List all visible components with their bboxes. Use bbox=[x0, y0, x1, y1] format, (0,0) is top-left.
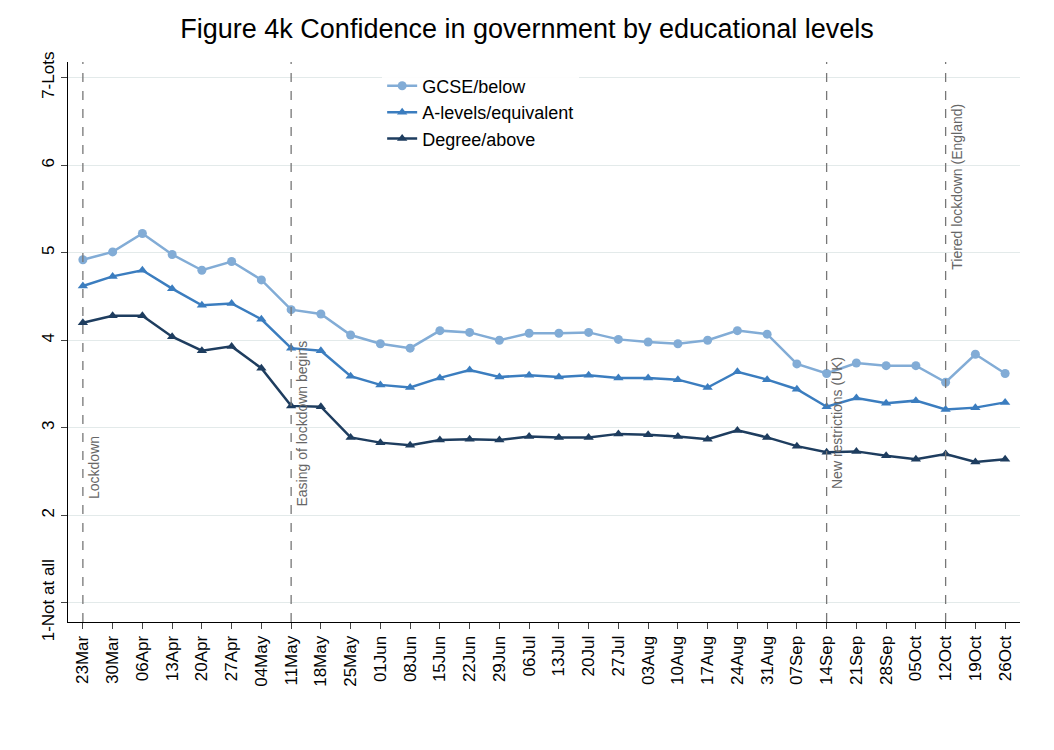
svg-text:08Jun: 08Jun bbox=[401, 636, 420, 682]
svg-text:17Aug: 17Aug bbox=[698, 636, 717, 685]
svg-text:Easing of lockdown begins: Easing of lockdown begins bbox=[294, 341, 310, 507]
svg-text:01Jun: 01Jun bbox=[371, 636, 390, 682]
svg-text:27Jul: 27Jul bbox=[609, 636, 628, 677]
svg-text:14Sep: 14Sep bbox=[817, 636, 836, 685]
svg-text:2: 2 bbox=[39, 508, 58, 517]
svg-text:24Aug: 24Aug bbox=[728, 636, 747, 685]
svg-text:1-Not at all: 1-Not at all bbox=[39, 559, 58, 641]
svg-text:13Jul: 13Jul bbox=[549, 636, 568, 677]
svg-text:19Oct: 19Oct bbox=[966, 636, 985, 682]
svg-text:20Jul: 20Jul bbox=[579, 636, 598, 677]
svg-text:7-Lots: 7-Lots bbox=[39, 52, 58, 99]
svg-text:Degree/above: Degree/above bbox=[422, 130, 535, 150]
svg-text:06Apr: 06Apr bbox=[133, 635, 152, 681]
svg-text:New restrictions (UK): New restrictions (UK) bbox=[829, 357, 845, 489]
svg-text:06Jul: 06Jul bbox=[520, 636, 539, 677]
svg-text:27Apr: 27Apr bbox=[222, 635, 241, 681]
svg-text:25May: 25May bbox=[341, 635, 360, 687]
svg-text:31Aug: 31Aug bbox=[758, 636, 777, 685]
svg-text:22Jun: 22Jun bbox=[460, 636, 479, 682]
svg-text:11May: 11May bbox=[282, 635, 301, 685]
svg-text:Figure 4k Confidence in govern: Figure 4k Confidence in government by ed… bbox=[180, 14, 873, 44]
svg-text:26Oct: 26Oct bbox=[996, 636, 1015, 682]
svg-text:30Mar: 30Mar bbox=[103, 635, 122, 684]
svg-text:21Sep: 21Sep bbox=[847, 636, 866, 685]
svg-text:20Apr: 20Apr bbox=[192, 635, 211, 681]
svg-text:3: 3 bbox=[39, 420, 58, 429]
svg-text:Lockdown: Lockdown bbox=[86, 436, 102, 499]
svg-text:18May: 18May bbox=[311, 635, 330, 687]
svg-text:6: 6 bbox=[39, 158, 58, 167]
svg-text:A-levels/equivalent: A-levels/equivalent bbox=[422, 103, 573, 123]
svg-text:07Sep: 07Sep bbox=[787, 636, 806, 685]
svg-text:05Oct: 05Oct bbox=[906, 636, 925, 682]
svg-text:03Aug: 03Aug bbox=[639, 636, 658, 685]
svg-text:5: 5 bbox=[39, 245, 58, 254]
svg-text:12Oct: 12Oct bbox=[936, 636, 955, 682]
svg-text:28Sep: 28Sep bbox=[877, 636, 896, 685]
svg-text:23Mar: 23Mar bbox=[73, 635, 92, 684]
svg-text:4: 4 bbox=[39, 333, 58, 342]
svg-text:13Apr: 13Apr bbox=[163, 635, 182, 681]
svg-text:15Jun: 15Jun bbox=[430, 636, 449, 682]
svg-text:10Aug: 10Aug bbox=[668, 636, 687, 685]
svg-text:Tiered lockdown (England): Tiered lockdown (England) bbox=[949, 104, 965, 270]
svg-text:04May: 04May bbox=[252, 635, 271, 687]
svg-text:29Jun: 29Jun bbox=[490, 636, 509, 682]
svg-text:GCSE/below: GCSE/below bbox=[422, 77, 526, 97]
